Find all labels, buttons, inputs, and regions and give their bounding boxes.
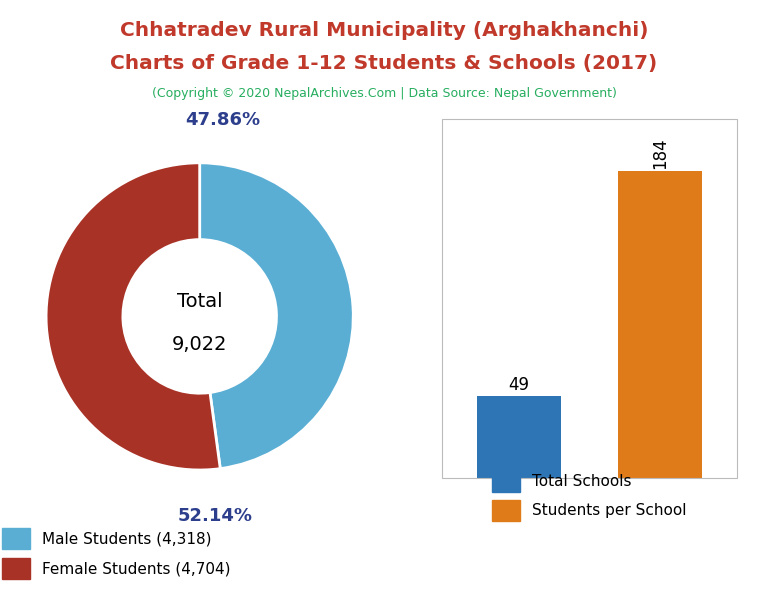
Bar	[442, 119, 737, 478]
Text: (Copyright © 2020 NepalArchives.Com | Data Source: Nepal Government): (Copyright © 2020 NepalArchives.Com | Da…	[151, 87, 617, 100]
Text: Total: Total	[177, 291, 223, 310]
Legend: Total Schools, Students per School: Total Schools, Students per School	[486, 464, 693, 527]
Text: 52.14%: 52.14%	[177, 507, 253, 525]
Text: 49: 49	[508, 376, 530, 394]
Text: 184: 184	[650, 138, 669, 170]
Text: Charts of Grade 1-12 Students & Schools (2017): Charts of Grade 1-12 Students & Schools …	[111, 54, 657, 73]
Text: 9,022: 9,022	[172, 334, 227, 353]
Wedge shape	[200, 163, 353, 469]
Text: 47.86%: 47.86%	[185, 111, 260, 129]
Bar	[617, 171, 702, 478]
Wedge shape	[46, 163, 220, 470]
Legend: Male Students (4,318), Female Students (4,704): Male Students (4,318), Female Students (…	[0, 521, 237, 585]
Text: Chhatradev Rural Municipality (Arghakhanchi): Chhatradev Rural Municipality (Arghakhan…	[120, 21, 648, 40]
Bar	[477, 396, 561, 478]
